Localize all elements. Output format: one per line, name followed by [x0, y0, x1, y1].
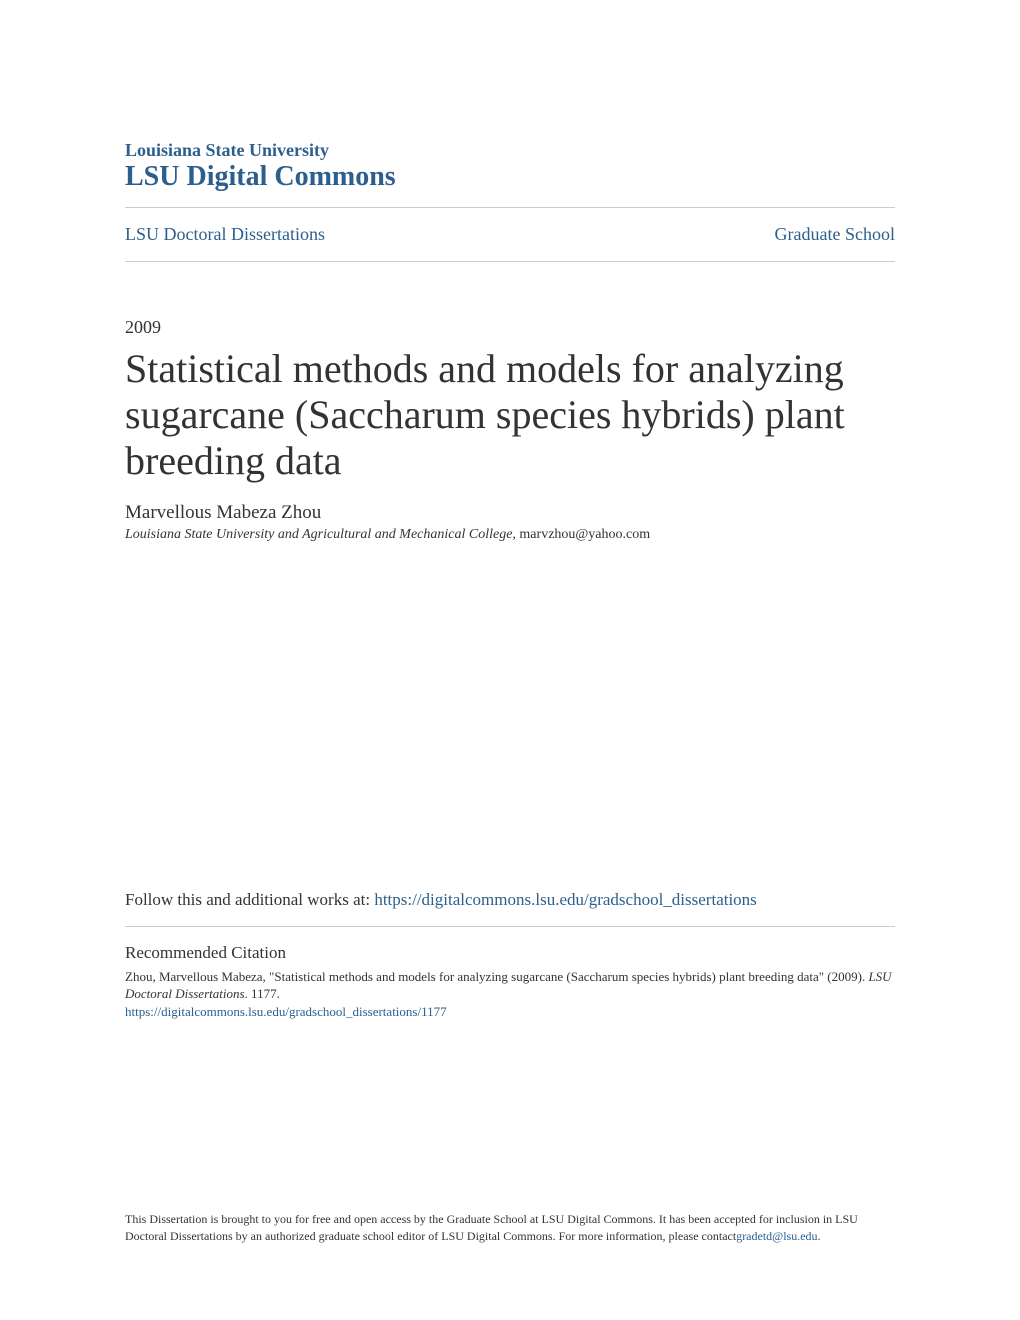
footer-text: This Dissertation is brought to you for …	[125, 1211, 895, 1245]
document-title: Statistical methods and models for analy…	[125, 346, 895, 484]
follow-link[interactable]: https://digitalcommons.lsu.edu/gradschoo…	[374, 890, 756, 909]
follow-text: Follow this and additional works at: htt…	[125, 890, 895, 910]
affiliation-email: , marvzhou@yahoo.com	[512, 527, 650, 542]
follow-section: Follow this and additional works at: htt…	[125, 890, 895, 1020]
citation-link[interactable]: https://digitalcommons.lsu.edu/gradschoo…	[125, 1004, 895, 1020]
header-block: Louisiana State University LSU Digital C…	[125, 140, 895, 193]
citation-part1: Zhou, Marvellous Mabeza, "Statistical me…	[125, 969, 868, 984]
affiliation-institution: Louisiana State University and Agricultu…	[125, 527, 512, 542]
breadcrumb-school[interactable]: Graduate School	[775, 224, 895, 245]
publication-year: 2009	[125, 317, 895, 338]
institution-name: Louisiana State University	[125, 140, 895, 161]
footer-section: This Dissertation is brought to you for …	[125, 1211, 895, 1245]
breadcrumb-collection[interactable]: LSU Doctoral Dissertations	[125, 224, 325, 245]
author-name: Marvellous Mabeza Zhou	[125, 502, 895, 524]
breadcrumb-divider	[125, 261, 895, 262]
citation-heading: Recommended Citation	[125, 943, 895, 963]
footer-period: .	[818, 1229, 821, 1243]
repository-name: LSU Digital Commons	[125, 161, 895, 193]
follow-prefix: Follow this and additional works at:	[125, 890, 374, 909]
citation-part2: . 1177.	[245, 986, 280, 1001]
author-affiliation: Louisiana State University and Agricultu…	[125, 527, 895, 543]
citation-divider	[125, 926, 895, 927]
footer-email-link[interactable]: gradetd@lsu.edu	[736, 1229, 817, 1243]
citation-text: Zhou, Marvellous Mabeza, "Statistical me…	[125, 968, 895, 1003]
breadcrumb-row: LSU Doctoral Dissertations Graduate Scho…	[125, 208, 895, 261]
